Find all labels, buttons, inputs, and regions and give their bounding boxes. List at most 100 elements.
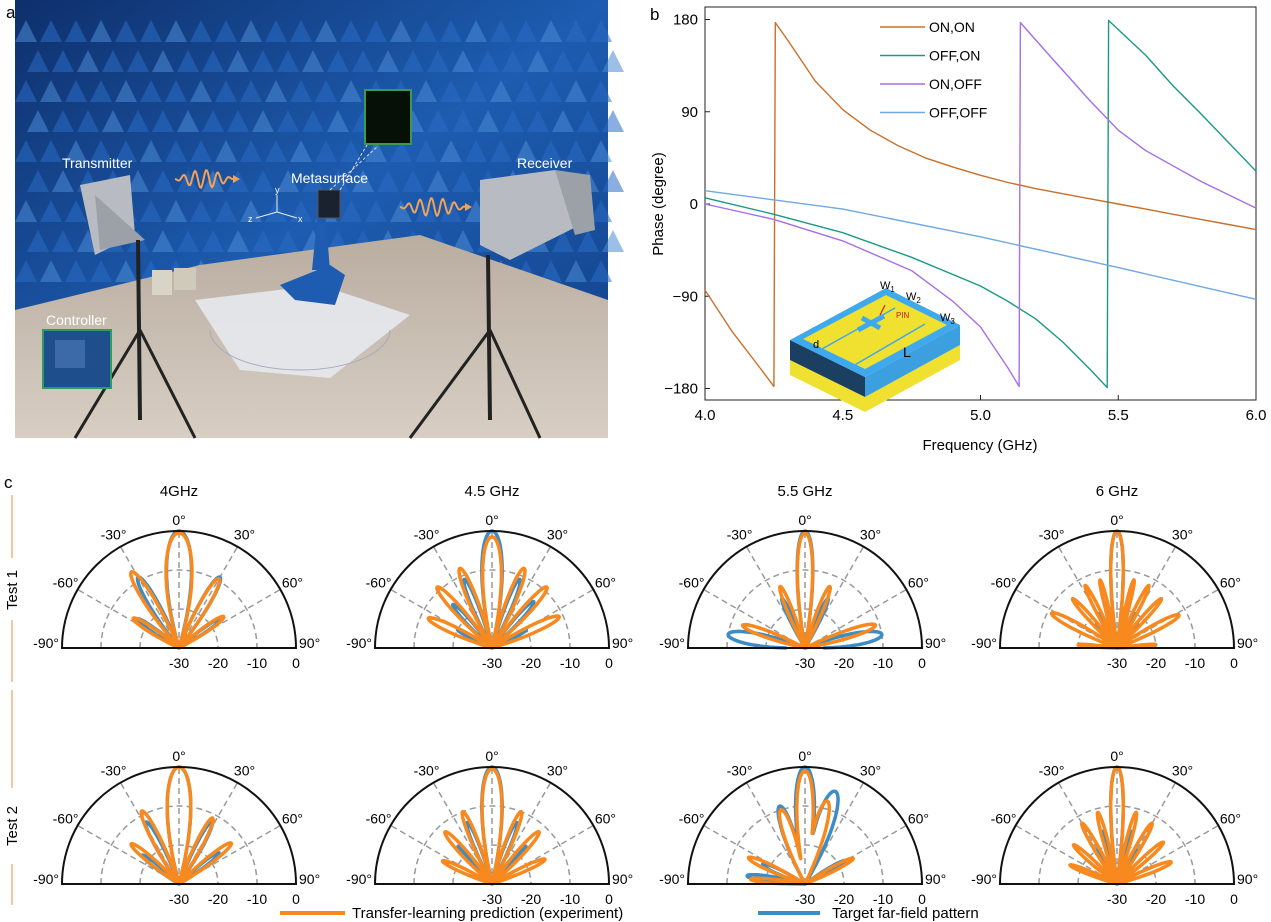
inset-w1: W1	[880, 280, 895, 294]
radial-tick-label: -30	[795, 655, 815, 671]
column-title: 4GHz	[160, 483, 198, 500]
absorber-pyramid	[515, 140, 537, 162]
absorber-pyramid	[315, 20, 337, 42]
polar-frame	[60, 530, 298, 649]
angle-tick-label: 90°	[925, 635, 946, 651]
angle-tick-label: -90°	[971, 871, 997, 887]
radial-tick-label: -10	[1185, 655, 1205, 671]
radial-tick-label: -30	[482, 655, 502, 671]
absorber-pyramid	[15, 200, 37, 222]
inset-l: L	[903, 344, 911, 360]
absorber-pyramid	[390, 20, 412, 42]
angle-tick-label: 60°	[908, 575, 929, 591]
absorber-pyramid	[527, 50, 549, 72]
inset-w2: W2	[906, 291, 921, 305]
absorber-pyramid	[227, 50, 249, 72]
prediction-pattern	[740, 531, 878, 650]
y-tick-label: −90	[673, 288, 698, 305]
absorber-pyramid	[127, 170, 149, 192]
absorber-pyramids	[15, 20, 624, 282]
absorber-pyramid	[502, 110, 524, 132]
absorber-pyramid	[565, 20, 587, 42]
absorber-pyramid	[277, 50, 299, 72]
prediction-pattern	[1049, 529, 1181, 650]
polar-plot: -90° -60° -30° 0° 30° 60° 90° -30 -20 -10 0	[659, 512, 946, 671]
absorber-pyramid	[140, 80, 162, 102]
absorber-pyramid	[15, 140, 37, 162]
radial-tick-label: 0	[292, 655, 300, 671]
grid-ring	[726, 569, 884, 649]
absorber-pyramid	[40, 140, 62, 162]
absorber-pyramid	[227, 230, 249, 252]
radial-tick-label: -20	[521, 655, 541, 671]
y-tick-label: −180	[664, 381, 698, 398]
polar-plot: -90° -60° -30° 0° 30° 60° 90° -30 -20 -10 0	[971, 748, 1258, 907]
absorber-pyramid	[177, 230, 199, 252]
radial-tick-label: -10	[873, 655, 893, 671]
absorber-pyramid	[190, 80, 212, 102]
absorber-pyramid	[340, 20, 362, 42]
absorber-pyramid	[502, 50, 524, 72]
polar-frame	[998, 766, 1236, 885]
grid-ring	[413, 569, 571, 649]
x-tick-label: 5.0	[970, 407, 991, 424]
prediction-pattern	[1068, 765, 1173, 886]
absorber-pyramid	[152, 170, 174, 192]
absorber-pyramid	[590, 20, 612, 42]
angle-tick-label: 30°	[234, 763, 255, 779]
inset-w3: W3	[940, 312, 955, 326]
angle-tick-label: 30°	[547, 763, 568, 779]
polar-frame	[686, 530, 924, 649]
radial-tick-label: 0	[918, 655, 926, 671]
angle-tick-label: -60°	[679, 811, 705, 827]
radial-tick-label: -20	[1146, 655, 1166, 671]
absorber-pyramid	[277, 230, 299, 252]
absorber-pyramid	[52, 50, 74, 72]
absorber-pyramid	[190, 20, 212, 42]
axis-x-label: x	[298, 214, 303, 224]
prediction-pattern	[426, 535, 561, 650]
polar-plot: -90° -60° -30° 0° 30° 60° 90° -30 -20 -10 0	[346, 512, 633, 671]
angle-tick-label: -30°	[727, 527, 753, 543]
grid-ring	[1038, 569, 1196, 649]
absorber-pyramid	[552, 50, 574, 72]
absorber-pyramid	[590, 260, 612, 282]
absorber-pyramid	[77, 50, 99, 72]
absorber-pyramid	[165, 20, 187, 42]
absorber-pyramid	[27, 230, 49, 252]
angle-tick-label: 90°	[299, 871, 320, 887]
angle-tick-label: 60°	[595, 811, 616, 827]
polar-plot: -90° -60° -30° 0° 30° 60° 90° -30 -20 -10 0	[971, 512, 1258, 671]
angle-tick-label: -30°	[101, 527, 127, 543]
polar-frame	[373, 766, 611, 885]
anechoic-chamber-photo: y x z Transmitter Metasurface Receiver C…	[15, 0, 624, 439]
column-title: 6 GHz	[1096, 483, 1139, 500]
angle-tick-label: -60°	[53, 575, 79, 591]
absorber-pyramid	[140, 140, 162, 162]
absorber-pyramid	[165, 80, 187, 102]
angle-tick-label: 60°	[282, 575, 303, 591]
series-line-off-on	[704, 19, 1257, 389]
absorber-pyramid	[215, 20, 237, 42]
angle-tick-label: -30°	[414, 763, 440, 779]
absorber-pyramid	[240, 80, 262, 102]
radial-tick-label: 0	[918, 891, 926, 907]
absorber-pyramid	[415, 80, 437, 102]
angle-tick-label: 90°	[925, 871, 946, 887]
radial-tick-label: 0	[1230, 655, 1238, 671]
absorber-pyramid	[540, 20, 562, 42]
x-tick-label: 4.0	[695, 407, 716, 424]
unit-cell-inset: W1 W2 W3 PIN d L	[790, 280, 960, 412]
x-tick-label: 6.0	[1246, 407, 1267, 424]
absorber-pyramid	[127, 50, 149, 72]
absorber-pyramid	[115, 140, 137, 162]
panel-label-a: a	[6, 3, 16, 22]
axis-z-label: z	[248, 214, 253, 224]
x-tick-label: 5.5	[1108, 407, 1129, 424]
inset-pin: PIN	[896, 311, 910, 320]
absorber-pyramid	[402, 50, 424, 72]
absorber-pyramid	[452, 110, 474, 132]
absorber-pyramid	[40, 20, 62, 42]
absorber-pyramid	[102, 110, 124, 132]
y-axis-label: Phase (degree)	[650, 152, 667, 255]
